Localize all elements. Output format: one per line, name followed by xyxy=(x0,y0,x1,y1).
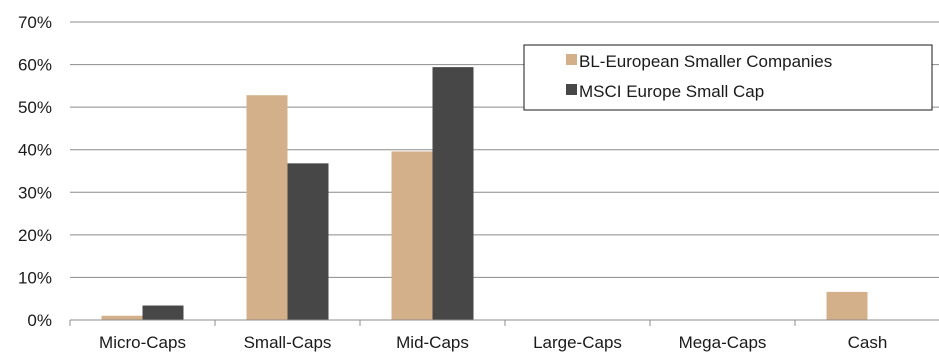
bar-bl-european-cash xyxy=(826,291,868,320)
x-tick-label: Mid-Caps xyxy=(396,333,469,352)
x-tick-label: Micro-Caps xyxy=(99,333,186,352)
x-axis xyxy=(69,319,939,326)
legend-box xyxy=(523,44,933,111)
bar-bl-european-mid-caps xyxy=(391,151,433,320)
x-tick-label: Small-Caps xyxy=(244,333,332,352)
y-tick-label: 0% xyxy=(27,311,52,330)
y-tick-label: 20% xyxy=(18,226,52,245)
x-tick-label: Large-Caps xyxy=(533,333,622,352)
bar-bl-european-micro-caps xyxy=(101,315,143,320)
legend-label-msci: MSCI Europe Small Cap xyxy=(579,82,764,101)
y-tick-label: 70% xyxy=(18,13,52,32)
y-tick-label: 30% xyxy=(18,183,52,202)
bar-msci-micro-caps xyxy=(142,305,184,320)
y-axis-tick-labels: 0% 10% 20% 30% 40% 50% 60% 70% xyxy=(18,13,52,330)
gridlines xyxy=(70,21,939,278)
bars xyxy=(101,67,868,320)
legend: BL-European Smaller Companies MSCI Europ… xyxy=(523,44,933,111)
x-tick-label: Mega-Caps xyxy=(679,333,767,352)
y-tick-label: 50% xyxy=(18,98,52,117)
legend-swatch-bl-european xyxy=(566,54,577,65)
y-tick-label: 40% xyxy=(18,141,52,160)
legend-swatch-msci xyxy=(566,84,577,95)
y-tick-label: 60% xyxy=(18,56,52,75)
y-tick-label: 10% xyxy=(18,268,52,287)
x-axis-tick-labels: Micro-Caps Small-Caps Mid-Caps Large-Caps Me… xyxy=(99,333,887,352)
x-tick-label: Cash xyxy=(848,333,888,352)
bar-msci-small-caps xyxy=(287,163,329,320)
legend-label-bl-european: BL-European Smaller Companies xyxy=(579,52,832,71)
bar-bl-european-small-caps xyxy=(246,95,288,320)
bar-msci-mid-caps xyxy=(432,67,474,320)
